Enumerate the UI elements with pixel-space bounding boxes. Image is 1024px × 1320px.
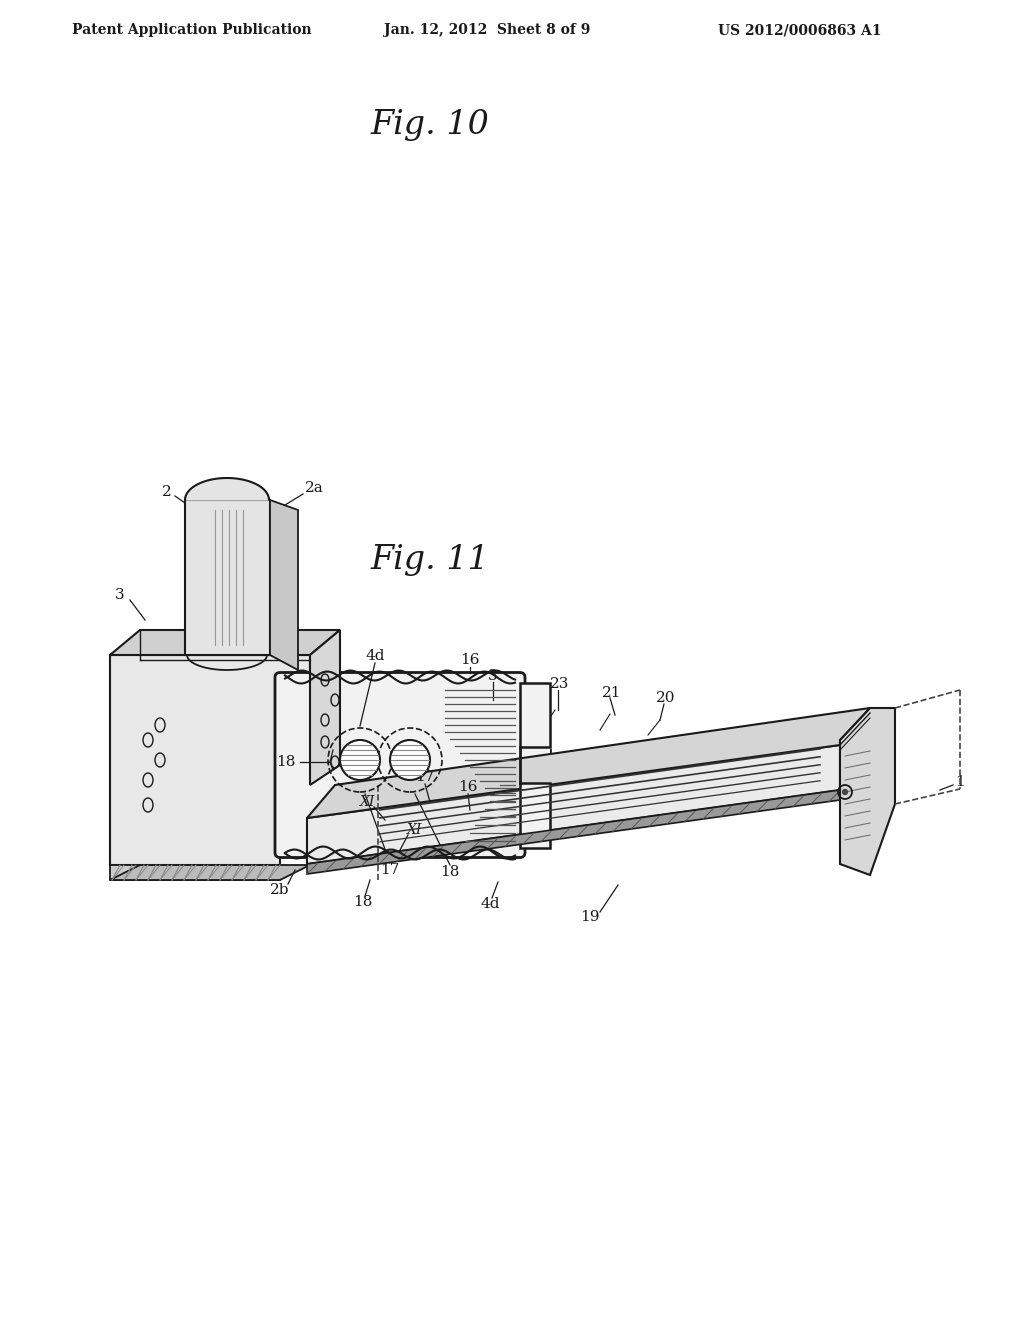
Polygon shape [307,744,840,865]
Polygon shape [520,783,550,847]
Circle shape [843,789,848,795]
Text: 20: 20 [656,690,676,705]
FancyBboxPatch shape [275,672,525,858]
Text: Fig. 10: Fig. 10 [371,110,489,141]
Text: 2: 2 [162,484,172,499]
Polygon shape [307,789,840,874]
Text: Fig. 11: Fig. 11 [371,544,489,576]
Polygon shape [307,708,870,818]
Polygon shape [185,478,270,500]
Text: 17: 17 [416,770,434,784]
Polygon shape [110,655,310,865]
Text: Patent Application Publication: Patent Application Publication [72,22,312,37]
Polygon shape [840,708,895,875]
Text: 2a: 2a [305,480,324,495]
Polygon shape [310,630,340,785]
Circle shape [390,741,430,780]
Text: 16: 16 [459,780,478,795]
Text: US 2012/0006863 A1: US 2012/0006863 A1 [718,22,882,37]
Text: Jan. 12, 2012  Sheet 8 of 9: Jan. 12, 2012 Sheet 8 of 9 [384,22,590,37]
Text: 1: 1 [955,775,965,789]
Polygon shape [518,747,550,783]
Polygon shape [185,500,270,655]
Text: 18: 18 [440,865,460,879]
Text: 17: 17 [380,863,399,876]
Polygon shape [280,677,550,853]
Text: 18: 18 [275,755,295,770]
Text: 3: 3 [488,669,498,682]
Circle shape [340,741,380,780]
Text: 2b: 2b [270,883,290,898]
Text: 23: 23 [550,677,569,690]
Polygon shape [110,865,310,880]
Polygon shape [270,500,298,671]
Polygon shape [110,630,340,655]
Text: 18: 18 [353,895,373,909]
Text: 4d: 4d [480,898,500,911]
Text: 4d: 4d [366,649,385,663]
Polygon shape [520,682,550,747]
Polygon shape [110,865,280,880]
Text: 3: 3 [115,587,125,602]
Text: XI: XI [360,795,376,809]
Text: 21: 21 [602,686,622,700]
Text: 16: 16 [460,653,480,667]
Text: XI: XI [408,822,423,837]
Text: 19: 19 [581,909,600,924]
